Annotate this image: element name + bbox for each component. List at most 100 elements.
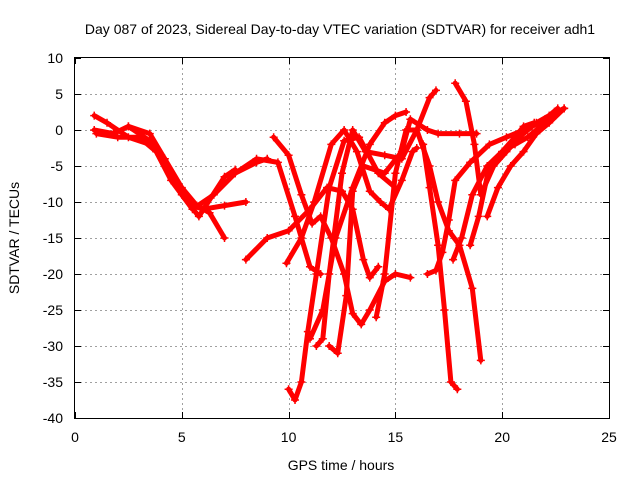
series-trace: [232, 156, 324, 277]
axis-ticks: 0 5 10 15 20 25 10 5 0 -5 -10 -15 -20 -25 -30 -35 -40: [43, 50, 617, 445]
data-point-marker: [380, 270, 389, 278]
data-point-marker: [284, 385, 293, 394]
data-point-marker: [291, 396, 300, 404]
data-point-marker: [423, 270, 432, 278]
data-point-marker: [333, 349, 342, 358]
data-point-marker: [220, 234, 229, 242]
data-point-marker: [560, 104, 569, 113]
y-tick-label: -15: [43, 230, 63, 246]
data-series: [451, 79, 562, 199]
data-point-marker: [145, 129, 154, 138]
data-point-marker: [457, 234, 466, 242]
data-point-marker: [365, 306, 374, 314]
data-point-marker: [103, 118, 112, 127]
data-point-marker: [338, 169, 346, 178]
data-point-marker: [485, 162, 494, 170]
x-tick-label: 5: [178, 429, 186, 445]
data-point-marker: [402, 126, 411, 134]
data-point-marker: [449, 255, 458, 264]
y-tick-label: 0: [55, 122, 63, 138]
data-series: [231, 154, 325, 278]
data-point-marker: [455, 129, 464, 138]
data-point-marker: [312, 342, 321, 350]
data-point-marker: [312, 270, 321, 278]
data-series: [483, 104, 569, 221]
plot-area: [90, 79, 569, 404]
data-point-marker: [380, 151, 389, 160]
data-point-marker: [468, 284, 477, 293]
data-point-marker: [357, 320, 366, 329]
data-point-marker: [453, 385, 462, 394]
data-point-marker: [318, 306, 327, 314]
data-point-marker: [431, 86, 440, 95]
data-point-marker: [419, 140, 428, 149]
data-point-marker: [493, 183, 502, 192]
x-tick-label: 15: [388, 429, 404, 445]
series-trace: [452, 80, 561, 198]
data-point-marker: [425, 183, 434, 192]
data-point-marker: [273, 158, 282, 167]
data-point-marker: [194, 212, 203, 221]
data-point-marker: [474, 212, 483, 221]
x-tick-label: 0: [71, 429, 79, 445]
data-point-marker: [325, 183, 334, 192]
data-point-marker: [485, 140, 494, 149]
data-point-marker: [90, 111, 99, 120]
data-point-marker: [412, 126, 421, 134]
data-point-marker: [434, 241, 443, 250]
x-tick-label: 10: [281, 429, 297, 445]
data-point-marker: [412, 144, 421, 152]
data-point-marker: [342, 291, 351, 300]
data-point-marker: [340, 126, 349, 134]
x-tick-label: 25: [601, 429, 617, 445]
data-point-marker: [305, 334, 314, 343]
data-point-marker: [470, 140, 479, 149]
data-point-marker: [402, 108, 411, 116]
data-point-marker: [530, 118, 539, 127]
y-tick-label: 5: [55, 86, 63, 102]
data-point-marker: [434, 198, 443, 206]
data-point-marker: [124, 122, 133, 131]
data-point-marker: [451, 79, 460, 88]
data-point-marker: [380, 118, 389, 127]
data-point-marker: [498, 147, 507, 156]
data-point-marker: [466, 158, 475, 167]
data-point-marker: [365, 187, 374, 196]
data-point-marker: [318, 334, 327, 343]
data-point-marker: [310, 198, 319, 206]
data-point-marker: [440, 306, 449, 314]
data-point-marker: [506, 162, 515, 170]
data-point-marker: [523, 133, 532, 142]
data-point-marker: [365, 273, 374, 282]
data-point-marker: [340, 136, 349, 145]
data-point-marker: [545, 118, 554, 127]
data-point-marker: [252, 154, 261, 163]
data-point-marker: [241, 255, 250, 264]
data-point-marker: [365, 140, 374, 149]
data-point-marker: [305, 262, 314, 271]
data-point-marker: [282, 259, 291, 268]
data-point-marker: [434, 129, 443, 138]
data-point-marker: [308, 219, 317, 228]
data-point-marker: [135, 133, 144, 142]
data-point-marker: [468, 190, 477, 199]
data-point-marker: [241, 198, 250, 206]
data-point-marker: [160, 154, 169, 163]
data-point-marker: [113, 133, 122, 142]
data-point-marker: [284, 226, 293, 235]
data-point-marker: [263, 234, 272, 242]
data-point-marker: [374, 262, 383, 271]
series-trace: [467, 113, 559, 248]
data-point-marker: [423, 126, 432, 134]
data-point-marker: [348, 183, 357, 192]
data-point-marker: [372, 313, 381, 322]
data-point-marker: [231, 169, 240, 178]
y-tick-label: -5: [51, 158, 64, 174]
chart-title: Day 087 of 2023, Sidereal Day-to-day VTE…: [85, 21, 595, 37]
y-tick-label: -25: [43, 302, 63, 318]
data-point-marker: [476, 356, 485, 365]
data-point-marker: [327, 140, 336, 149]
data-point-marker: [466, 241, 475, 250]
data-point-marker: [397, 176, 406, 185]
data-point-marker: [284, 151, 293, 160]
